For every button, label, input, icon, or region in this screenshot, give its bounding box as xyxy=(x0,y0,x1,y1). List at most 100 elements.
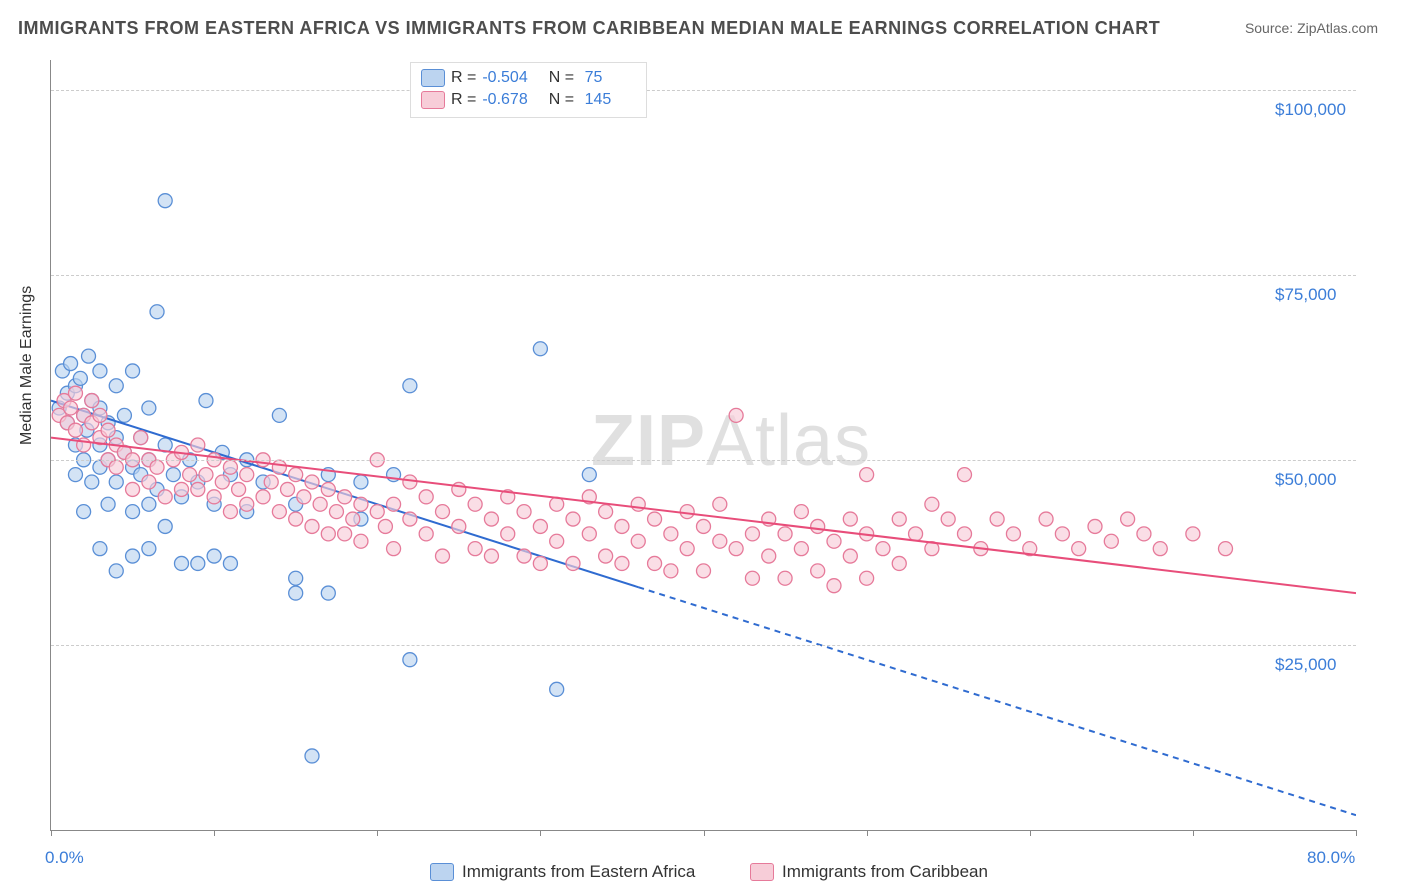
y-tick-label: $100,000 xyxy=(1275,100,1346,120)
data-point xyxy=(240,468,254,482)
data-point xyxy=(183,468,197,482)
data-point xyxy=(68,423,82,437)
data-point xyxy=(533,519,547,533)
legend-swatch xyxy=(750,863,774,881)
gridline xyxy=(51,90,1356,91)
data-point xyxy=(909,527,923,541)
data-point xyxy=(843,549,857,563)
data-point xyxy=(207,490,221,504)
source-attribution: Source: ZipAtlas.com xyxy=(1245,20,1378,36)
page-title: IMMIGRANTS FROM EASTERN AFRICA VS IMMIGR… xyxy=(18,18,1160,39)
data-point xyxy=(1006,527,1020,541)
legend-swatch xyxy=(430,863,454,881)
data-point xyxy=(264,475,278,489)
data-point xyxy=(468,497,482,511)
data-point xyxy=(484,512,498,526)
data-point xyxy=(117,408,131,422)
r-value: -0.678 xyxy=(482,89,538,111)
data-point xyxy=(1121,512,1135,526)
data-point xyxy=(582,527,596,541)
data-point xyxy=(566,556,580,570)
x-tick xyxy=(1193,830,1194,836)
data-point xyxy=(240,497,254,511)
data-point xyxy=(1072,542,1086,556)
data-point xyxy=(272,408,286,422)
n-value: 75 xyxy=(580,67,636,89)
data-point xyxy=(615,556,629,570)
stats-legend-row: R =-0.504 N = 75 xyxy=(421,67,636,89)
data-point xyxy=(158,194,172,208)
data-point xyxy=(199,394,213,408)
data-point xyxy=(1104,534,1118,548)
data-point xyxy=(370,505,384,519)
data-point xyxy=(338,527,352,541)
data-point xyxy=(126,364,140,378)
data-point xyxy=(876,542,890,556)
r-label: R = xyxy=(451,67,476,89)
data-point xyxy=(289,586,303,600)
data-point xyxy=(599,505,613,519)
data-point xyxy=(378,519,392,533)
data-point xyxy=(166,468,180,482)
data-point xyxy=(191,556,205,570)
data-point xyxy=(199,468,213,482)
source-link[interactable]: ZipAtlas.com xyxy=(1297,20,1378,36)
gridline xyxy=(51,645,1356,646)
data-point xyxy=(191,482,205,496)
data-point xyxy=(305,519,319,533)
data-point xyxy=(191,438,205,452)
n-label: N = xyxy=(544,89,574,111)
data-point xyxy=(436,549,450,563)
data-point xyxy=(354,534,368,548)
x-tick xyxy=(214,830,215,836)
data-point xyxy=(354,475,368,489)
data-point xyxy=(175,556,189,570)
data-point xyxy=(321,527,335,541)
data-point xyxy=(126,549,140,563)
data-point xyxy=(827,579,841,593)
data-point xyxy=(354,497,368,511)
x-tick xyxy=(377,830,378,836)
data-point xyxy=(223,460,237,474)
data-point xyxy=(77,505,91,519)
x-tick xyxy=(1030,830,1031,836)
data-point xyxy=(729,542,743,556)
data-point xyxy=(615,519,629,533)
data-point xyxy=(321,586,335,600)
data-point xyxy=(321,482,335,496)
data-point xyxy=(207,549,221,563)
data-point xyxy=(811,519,825,533)
chart-svg xyxy=(51,60,1356,830)
data-point xyxy=(175,482,189,496)
data-point xyxy=(452,482,466,496)
data-point xyxy=(85,475,99,489)
data-point xyxy=(778,527,792,541)
data-point xyxy=(305,475,319,489)
data-point xyxy=(517,549,531,563)
data-point xyxy=(126,505,140,519)
data-point xyxy=(403,653,417,667)
data-point xyxy=(745,571,759,585)
y-tick-label: $75,000 xyxy=(1275,285,1336,305)
data-point xyxy=(403,512,417,526)
y-axis-title: Median Male Earnings xyxy=(18,286,36,445)
trend-line-dashed xyxy=(638,587,1356,815)
source-prefix: Source: xyxy=(1245,20,1297,36)
data-point xyxy=(85,394,99,408)
data-point xyxy=(680,505,694,519)
plot-area: ZIPAtlas xyxy=(50,60,1356,831)
data-point xyxy=(843,512,857,526)
data-point xyxy=(958,527,972,541)
data-point xyxy=(338,490,352,504)
x-axis-left-label: 0.0% xyxy=(45,848,84,868)
data-point xyxy=(697,564,711,578)
legend-swatch xyxy=(421,69,445,87)
data-point xyxy=(1186,527,1200,541)
data-point xyxy=(990,512,1004,526)
data-point xyxy=(436,505,450,519)
data-point xyxy=(289,512,303,526)
data-point xyxy=(1137,527,1151,541)
data-point xyxy=(68,386,82,400)
data-point xyxy=(484,549,498,563)
data-point xyxy=(403,475,417,489)
